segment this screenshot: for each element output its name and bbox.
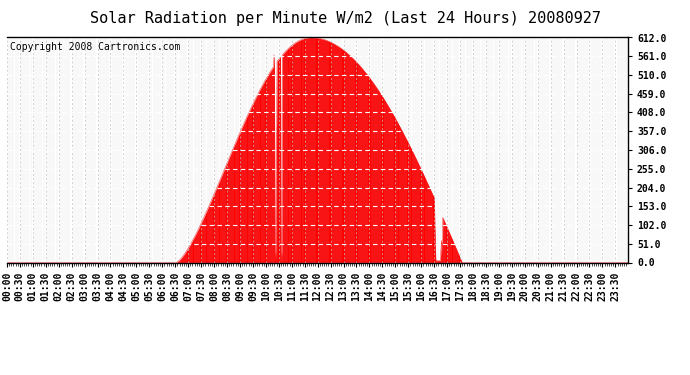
Text: Solar Radiation per Minute W/m2 (Last 24 Hours) 20080927: Solar Radiation per Minute W/m2 (Last 24… xyxy=(90,11,600,26)
Text: Copyright 2008 Cartronics.com: Copyright 2008 Cartronics.com xyxy=(10,42,180,52)
